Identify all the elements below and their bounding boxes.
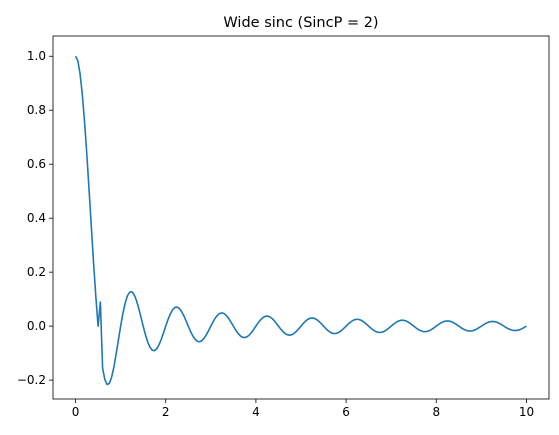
x-tick-label: 4: [252, 405, 260, 419]
y-tick-label: 1.0: [27, 49, 46, 63]
x-tick-label: 6: [342, 405, 350, 419]
axis-ticks: 0 2 4 6 8 10 −0.2 0.0 0.2 0.4 0.6 0.8 1.0: [17, 49, 534, 419]
x-tick-label: 8: [432, 405, 440, 419]
chart-title: Wide sinc (SincP = 2): [223, 15, 378, 31]
plot-area: [53, 36, 549, 399]
y-tick-label: −0.2: [17, 373, 46, 387]
plot-frame: [53, 36, 549, 399]
y-tick-label: 0.2: [27, 265, 46, 279]
y-tick-label: 0.0: [27, 319, 46, 333]
y-tick-label: 0.4: [27, 211, 46, 225]
x-tick-label: 2: [162, 405, 170, 419]
series-line-0: [76, 56, 527, 384]
y-tick-label: 0.8: [27, 103, 46, 117]
x-tick-label: 10: [519, 405, 534, 419]
x-tick-label: 0: [72, 405, 80, 419]
y-tick-label: 0.6: [27, 157, 46, 171]
